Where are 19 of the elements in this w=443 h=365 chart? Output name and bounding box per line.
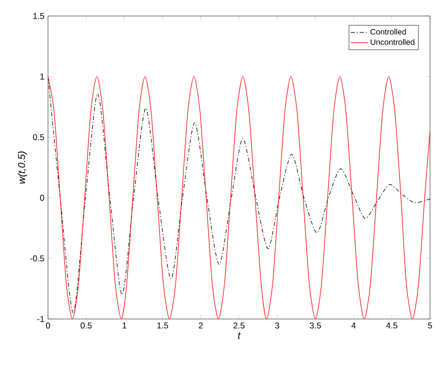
x-tick-label: 3 [275, 322, 280, 329]
y-tick-label: -0.5 [30, 255, 44, 262]
x-tick-label: 0.5 [80, 322, 92, 329]
x-tick-label: 3.5 [310, 322, 321, 329]
x-tick-label: 2 [198, 322, 203, 328]
y-axis-title: w(t,0.5) [18, 151, 28, 184]
y-tick-label: 0 [40, 194, 44, 201]
x-tick-label: 1.5 [157, 322, 168, 328]
y-tick-label: 0.5 [33, 134, 44, 140]
x-tick-label: 5 [428, 322, 432, 328]
y-tick-label: 1.5 [33, 13, 44, 19]
x-tick-label: 4.5 [386, 322, 398, 328]
x-tick-label: 1 [122, 322, 126, 328]
y-tick-label: 1 [40, 74, 44, 80]
y-tick-label: -1 [37, 316, 44, 322]
x-tick-label: 2.5 [234, 322, 245, 329]
x-tick-label: 4 [351, 322, 356, 328]
x-axis-title: t [238, 332, 241, 339]
x-tick-label: 0 [46, 322, 50, 329]
